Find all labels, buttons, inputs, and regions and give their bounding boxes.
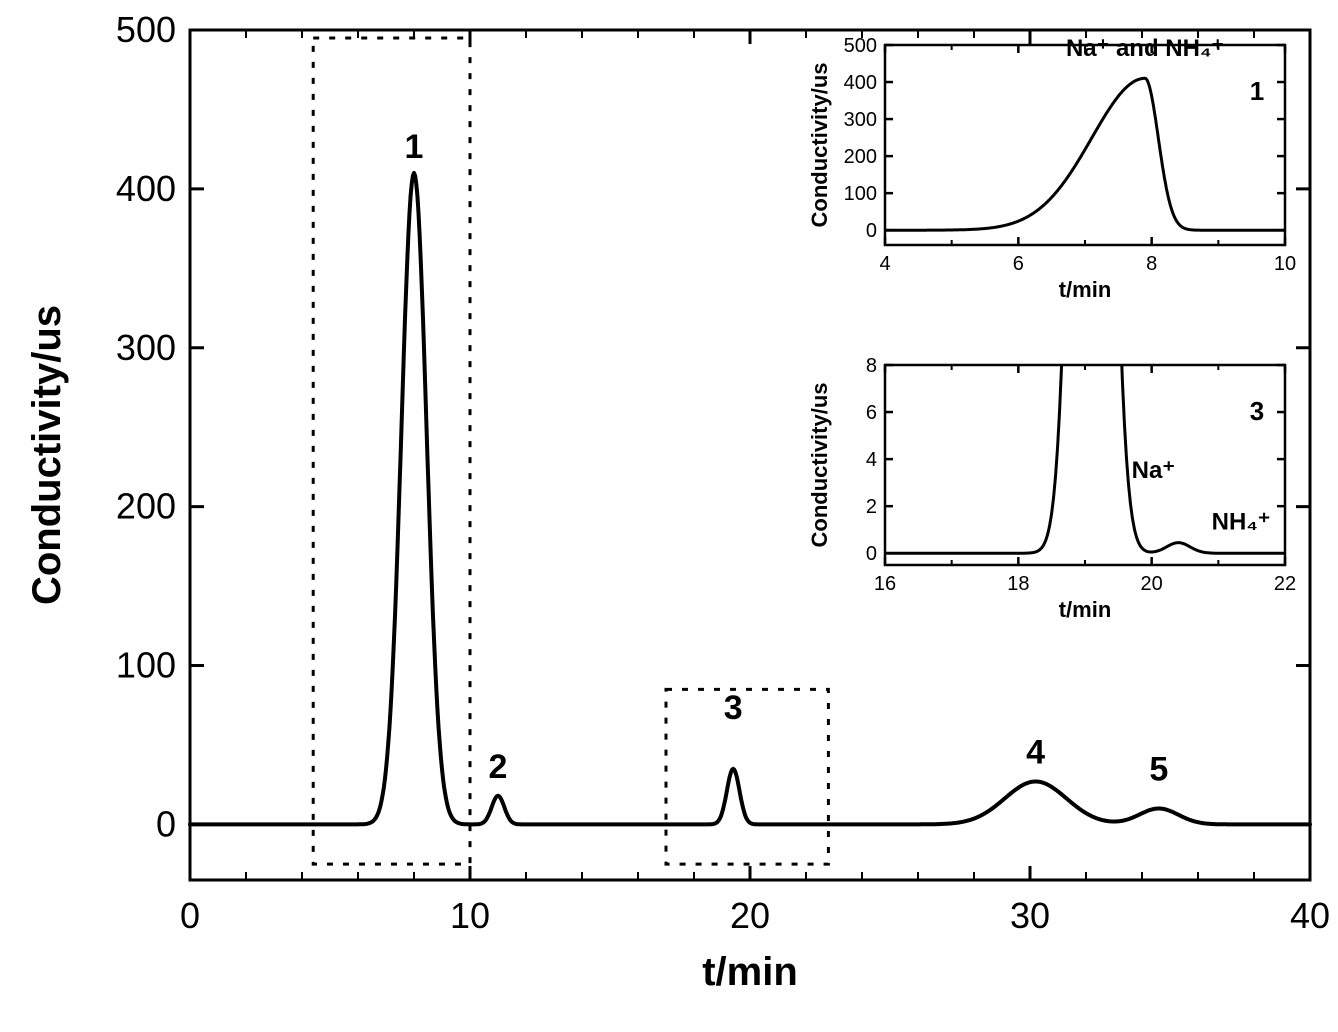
- inset-xtick-label: 22: [1274, 573, 1296, 595]
- inset-ytick-label: 6: [866, 402, 877, 424]
- dotted-region-box: [313, 38, 470, 864]
- inset-ytick-label: 100: [844, 183, 877, 205]
- main-xtick-label: 30: [1010, 895, 1050, 936]
- inset-xtick-label: 4: [879, 253, 890, 275]
- inset-corner-label: 1: [1250, 76, 1264, 106]
- inset-xlabel: t/min: [1059, 597, 1112, 622]
- inset-ytick-label: 0: [866, 543, 877, 565]
- inset-ytick-label: 0: [866, 220, 877, 242]
- peak-label-1: 1: [405, 128, 424, 166]
- inset-ytick-label: 8: [866, 355, 877, 377]
- inset-xtick-label: 10: [1274, 253, 1296, 275]
- main-xlabel: t/min: [702, 950, 798, 994]
- main-ytick-label: 500: [116, 9, 176, 50]
- inset-ytick-label: 200: [844, 146, 877, 168]
- inset2-peak-label: NH₄⁺: [1212, 509, 1271, 536]
- inset2-peak-label: Na⁺: [1132, 457, 1175, 484]
- peak-label-3: 3: [724, 689, 743, 727]
- inset-xtick-label: 16: [874, 573, 896, 595]
- main-xtick-label: 0: [180, 895, 200, 936]
- main-xtick-label: 10: [450, 895, 490, 936]
- main-xtick-label: 40: [1290, 895, 1330, 936]
- inset-ylabel: Conductivity/us: [807, 62, 832, 227]
- inset-bg: [885, 45, 1285, 245]
- peak-label-4: 4: [1026, 733, 1045, 771]
- inset1-annotation: Na⁺ and NH₄⁺: [1066, 35, 1224, 62]
- inset-ytick-label: 400: [844, 72, 877, 94]
- peak-label-2: 2: [489, 748, 508, 786]
- main-ytick-label: 0: [156, 803, 176, 844]
- inset-ytick-label: 500: [844, 35, 877, 57]
- main-xtick-label: 20: [730, 895, 770, 936]
- main-ytick-label: 300: [116, 327, 176, 368]
- inset-xtick-label: 18: [1007, 573, 1029, 595]
- inset-xtick-label: 6: [1013, 253, 1024, 275]
- main-ytick-label: 200: [116, 486, 176, 527]
- inset-xlabel: t/min: [1059, 277, 1112, 302]
- inset-ytick-label: 4: [866, 449, 877, 471]
- inset-ytick-label: 300: [844, 109, 877, 131]
- dotted-region-box: [666, 689, 828, 864]
- chromatogram-figure: 0102030400100200300400500t/minConductivi…: [0, 0, 1338, 1032]
- inset-xtick-label: 8: [1146, 253, 1157, 275]
- inset-corner-label: 3: [1250, 396, 1264, 426]
- main-ytick-label: 400: [116, 168, 176, 209]
- main-ytick-label: 100: [116, 645, 176, 686]
- peak-label-5: 5: [1149, 751, 1168, 789]
- main-ylabel: Conductivity/us: [25, 305, 69, 605]
- inset-ylabel: Conductivity/us: [807, 382, 832, 547]
- inset-xtick-label: 20: [1141, 573, 1163, 595]
- inset-ytick-label: 2: [866, 496, 877, 518]
